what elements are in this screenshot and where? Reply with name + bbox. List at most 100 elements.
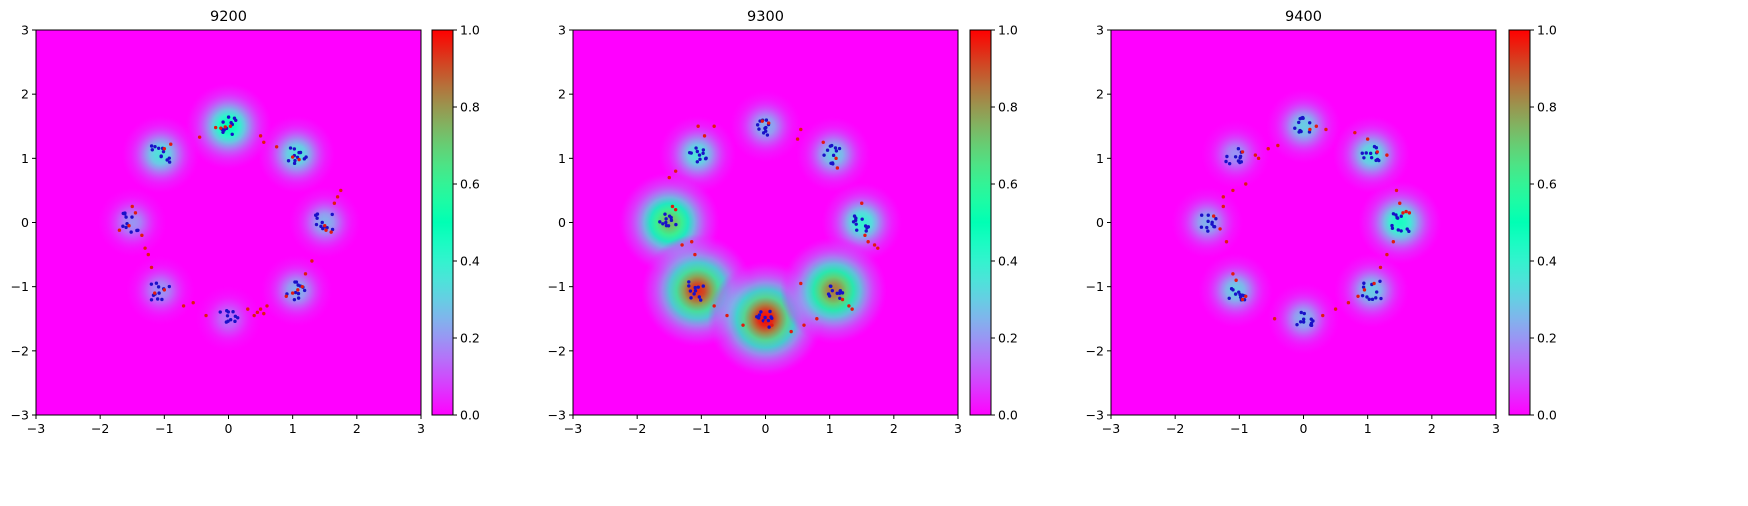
generated-sample-point	[303, 272, 308, 276]
real-sample-point	[161, 149, 166, 154]
generated-sample-point	[284, 294, 288, 298]
generated-sample-point	[310, 259, 314, 263]
real-sample-point	[769, 315, 773, 319]
generated-sample-point	[258, 134, 263, 138]
chart-panel-1: −3−3 −2 −2 −1 −1 0 0 1 1 2 2 3 3 9200 0.0 0.2 0.4 0.6 0.8 1…	[11, 9, 480, 436]
real-sample-point	[228, 318, 233, 322]
generated-sample-point	[197, 135, 202, 139]
real-sample-point	[826, 292, 831, 296]
real-sample-point	[763, 126, 767, 131]
generated-sample-point	[300, 284, 304, 289]
real-sample-point	[292, 161, 297, 166]
generated-sample-point	[702, 134, 707, 138]
generated-sample-point	[296, 288, 300, 292]
real-sample-point	[1370, 297, 1375, 302]
real-sample-point	[330, 212, 334, 217]
real-sample-point	[1375, 157, 1380, 162]
generated-sample-point	[1244, 294, 1248, 298]
generated-sample-point	[680, 243, 684, 247]
density-mode	[288, 186, 361, 259]
density-mode	[1200, 119, 1271, 190]
real-sample-point	[1390, 223, 1394, 228]
generated-sample-point	[835, 166, 840, 170]
real-sample-point	[704, 156, 708, 160]
real-sample-point	[1308, 121, 1312, 125]
y-tick-label: 1	[558, 151, 566, 166]
real-sample-point	[314, 222, 319, 227]
real-sample-point	[1205, 225, 1209, 230]
x-tick-label: −3	[27, 421, 45, 436]
real-sample-point	[666, 224, 671, 228]
generated-sample-point	[1221, 204, 1225, 209]
generated-sample-point	[204, 313, 208, 318]
generated-sample-point	[335, 195, 340, 199]
real-sample-point	[1365, 295, 1369, 299]
generated-sample-point	[1321, 313, 1325, 318]
density-mode	[257, 115, 336, 194]
real-sample-point	[693, 285, 697, 290]
real-sample-point	[755, 123, 760, 127]
real-sample-point	[231, 310, 235, 314]
real-sample-point	[297, 150, 301, 155]
real-sample-point	[854, 216, 858, 220]
generated-sample-point	[767, 121, 771, 125]
generated-sample-point	[1240, 297, 1245, 302]
real-sample-point	[693, 289, 698, 293]
real-sample-point	[320, 220, 324, 225]
generated-sample-point	[799, 281, 803, 286]
generated-sample-point	[876, 246, 880, 250]
real-sample-point	[1293, 126, 1297, 130]
real-sample-point	[669, 218, 674, 223]
real-sample-point	[135, 228, 139, 233]
real-sample-point	[315, 216, 319, 220]
generated-sample-point	[181, 304, 186, 308]
x-tick-label: −1	[1230, 421, 1248, 436]
real-sample-point	[1307, 130, 1312, 134]
real-sample-point	[293, 280, 297, 284]
generated-sample-point	[1276, 143, 1280, 148]
generated-sample-point	[153, 291, 157, 295]
real-sample-point	[1300, 115, 1305, 120]
real-sample-point	[1374, 290, 1379, 294]
colorbar-tick-label: 0.8	[460, 100, 480, 115]
generated-sample-point	[1378, 265, 1383, 270]
generated-sample-point	[130, 204, 134, 209]
real-sample-point	[838, 296, 842, 301]
y-tick-label: −2	[11, 343, 29, 358]
real-sample-point	[293, 290, 298, 295]
generated-sample-point	[191, 301, 195, 305]
x-tick-label: 1	[826, 421, 834, 436]
generated-sample-point	[741, 323, 745, 327]
real-sample-point	[130, 215, 134, 219]
generated-sample-point	[228, 124, 233, 128]
real-sample-point	[663, 212, 667, 216]
real-sample-point	[1360, 293, 1365, 298]
generated-sample-point	[290, 155, 295, 159]
generated-sample-point	[1404, 209, 1408, 214]
real-sample-point	[838, 288, 843, 293]
density-mode	[1197, 252, 1274, 329]
colorbar-tick-label: 0.4	[998, 254, 1018, 269]
generated-sample-point	[693, 252, 697, 257]
y-tick-label: −3	[11, 408, 29, 423]
generated-sample-point	[725, 313, 729, 318]
real-sample-point	[851, 220, 856, 224]
real-sample-point	[225, 309, 229, 313]
generated-sample-point	[1394, 188, 1399, 193]
real-sample-point	[855, 228, 859, 232]
real-sample-point	[701, 148, 706, 152]
generated-sample-point	[162, 147, 167, 151]
scatter-layer	[658, 118, 880, 334]
generated-sample-point	[1391, 240, 1396, 244]
real-sample-point	[296, 291, 301, 296]
chart-title: 9200	[210, 9, 247, 25]
y-tick-label: −2	[548, 343, 566, 358]
generated-sample-point	[789, 329, 793, 334]
generated-sample-point	[770, 323, 774, 327]
density-mode	[1357, 180, 1442, 265]
generated-sample-point	[1211, 214, 1216, 218]
colorbar-tick-label: 0.8	[1537, 100, 1557, 115]
real-sample-point	[286, 159, 291, 163]
real-sample-point	[121, 224, 125, 228]
